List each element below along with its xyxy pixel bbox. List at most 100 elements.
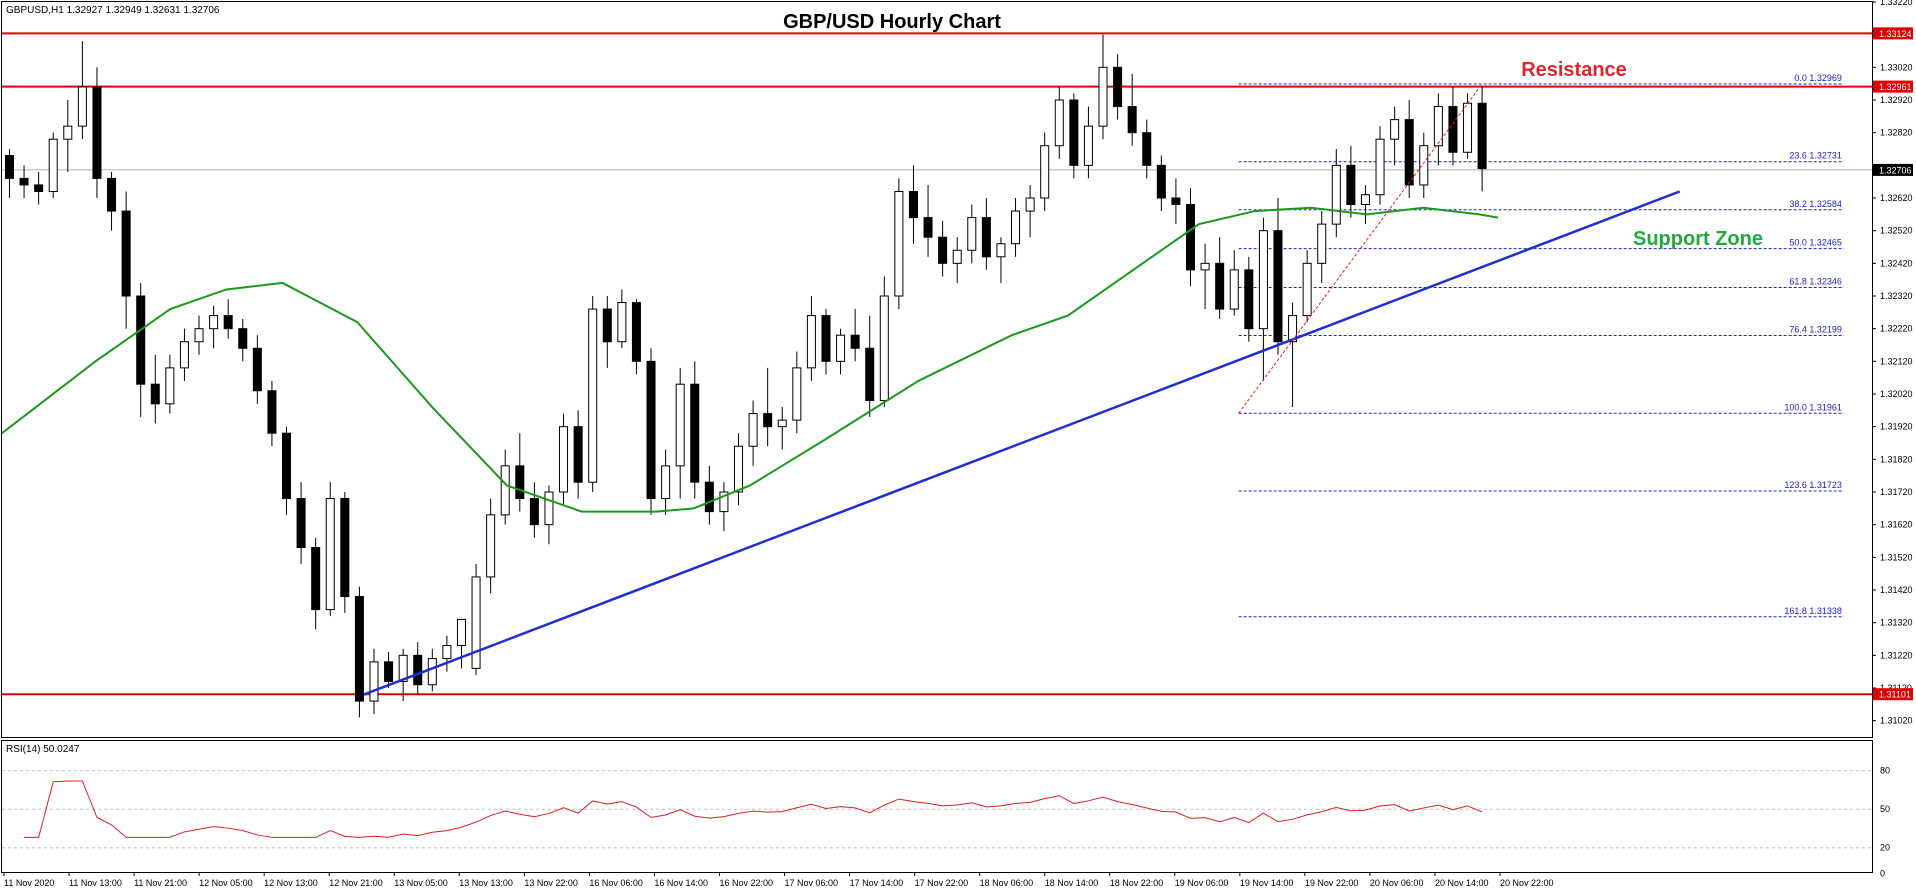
- candle-body: [850, 334, 860, 349]
- fib-level-label: 23.6 1.32731: [1789, 151, 1842, 161]
- candle-body: [1011, 210, 1021, 245]
- candle-body: [675, 383, 685, 467]
- candle-body: [369, 661, 379, 702]
- y-axis-tick-label: 1.32520: [1880, 226, 1913, 236]
- price-axis: 1.33220 1.33020 1.32920 1.32820 1.32620 1.325…: [1872, 0, 1913, 726]
- candle-body: [1083, 125, 1093, 166]
- candle-body: [281, 432, 292, 500]
- candle-body: [777, 419, 787, 428]
- candle-body: [209, 315, 219, 330]
- candle-body: [836, 334, 846, 362]
- x-axis-tick-label: 12 Nov 05:00: [199, 878, 253, 888]
- candle-body: [1433, 106, 1443, 147]
- y-axis-tick-label: 1.32820: [1880, 128, 1913, 138]
- y-axis-tick-label: 1.31120: [1880, 683, 1912, 693]
- horizontal-levels: [2, 32, 1872, 696]
- fib-level-label: 161.8 1.31338: [1784, 606, 1842, 616]
- price-tag-label: 1.32706: [1879, 165, 1912, 175]
- x-axis-tick-label: 17 Nov 14:00: [850, 878, 904, 888]
- rsi-indicator: 80 50 20 0: [2, 766, 1890, 878]
- candle-body: [1302, 262, 1312, 317]
- x-axis-tick-label: 16 Nov 06:00: [589, 878, 643, 888]
- candle-body: [77, 86, 87, 127]
- candle-body: [733, 445, 744, 493]
- candle-body: [1142, 132, 1152, 166]
- candle-body: [121, 210, 131, 297]
- candle-body: [1069, 99, 1079, 166]
- rsi-axis-label: 50: [1880, 804, 1890, 814]
- price-tag-bg: [1873, 163, 1913, 176]
- fib-level-label: 100.0 1.31961: [1784, 402, 1842, 412]
- price-tags: 1.33124 1.32961 1.32706 1.31101: [1873, 27, 1913, 701]
- trendline: [363, 190, 1681, 696]
- time-axis: 11 Nov 2020 11 Nov 13:00 11 Nov 21:00 12 No…: [3, 872, 1554, 888]
- y-axis-tick-label: 1.31520: [1880, 552, 1913, 562]
- x-axis-tick-label: 11 Nov 21:00: [134, 878, 187, 888]
- candle-body: [602, 308, 612, 343]
- candle-body: [1419, 145, 1429, 186]
- x-axis-tick-label: 18 Nov 06:00: [980, 878, 1034, 888]
- candle-body: [1404, 119, 1414, 186]
- chart-title: GBP/USD Hourly Chart: [783, 11, 1001, 33]
- y-axis-tick-label: 1.33220: [1880, 0, 1913, 7]
- candle-body: [938, 236, 948, 264]
- x-axis-tick-label: 20 Nov 14:00: [1435, 878, 1489, 888]
- candle-body: [456, 618, 466, 647]
- y-axis-tick-label: 1.31820: [1880, 454, 1913, 464]
- x-axis-tick-label: 17 Nov 06:00: [785, 878, 839, 888]
- candle-body: [1113, 66, 1123, 108]
- candle-body: [311, 547, 321, 611]
- candle-body: [588, 308, 598, 483]
- candle-body: [107, 177, 117, 212]
- candle-body: [4, 155, 14, 179]
- candle-body: [981, 217, 991, 258]
- candle-body: [1448, 106, 1458, 153]
- candle-body: [252, 347, 262, 392]
- candlesticks: [4, 34, 1487, 718]
- y-axis-tick-label: 1.33020: [1880, 62, 1913, 72]
- candle-body: [1317, 223, 1327, 264]
- candle-body: [719, 491, 729, 513]
- candle-body: [1040, 145, 1050, 199]
- moving-average: [1, 206, 1499, 513]
- y-axis-tick-label: 1.32420: [1880, 258, 1913, 268]
- candle-body: [63, 125, 73, 140]
- y-axis-tick-label: 1.32320: [1880, 291, 1913, 301]
- candle-body: [631, 302, 641, 362]
- candle-body: [1463, 102, 1473, 153]
- candle-body: [1200, 262, 1210, 271]
- candle-body: [296, 498, 306, 549]
- candle-body: [471, 576, 481, 669]
- x-axis-tick-label: 12 Nov 21:00: [329, 878, 383, 888]
- candle-body: [661, 465, 671, 500]
- fib-level-label: 0.0 1.32969: [1794, 73, 1842, 83]
- candle-body: [92, 86, 102, 179]
- candle-body: [1098, 66, 1108, 127]
- candle-body: [1156, 164, 1166, 199]
- candle-body: [529, 498, 539, 526]
- candle-body: [690, 383, 700, 483]
- candle-body: [1258, 230, 1268, 330]
- y-axis-tick-label: 1.31020: [1880, 716, 1913, 726]
- candle-body: [1346, 164, 1356, 206]
- candle-body: [559, 426, 569, 493]
- resistance-label: Resistance: [1521, 59, 1627, 81]
- candle-body: [1360, 194, 1370, 206]
- candle-body: [704, 481, 714, 513]
- candle-body: [223, 315, 233, 330]
- candle-body: [617, 302, 627, 343]
- candle-body: [1288, 315, 1298, 343]
- support-zone-label: Support Zone: [1633, 228, 1763, 250]
- candle-body: [34, 184, 44, 192]
- candle-body: [1244, 269, 1254, 330]
- x-axis-tick-label: 19 Nov 06:00: [1175, 878, 1229, 888]
- candle-body: [806, 315, 816, 369]
- rsi-axis-label: 80: [1880, 766, 1890, 776]
- candle-body: [194, 328, 204, 343]
- candle-body: [1273, 230, 1283, 343]
- x-axis-tick-label: 18 Nov 22:00: [1110, 878, 1164, 888]
- chart-symbol-info: GBPUSD,H1 1.32927 1.32949 1.32631 1.3270…: [6, 5, 220, 16]
- candle-body: [967, 217, 977, 251]
- candle-body: [573, 426, 583, 483]
